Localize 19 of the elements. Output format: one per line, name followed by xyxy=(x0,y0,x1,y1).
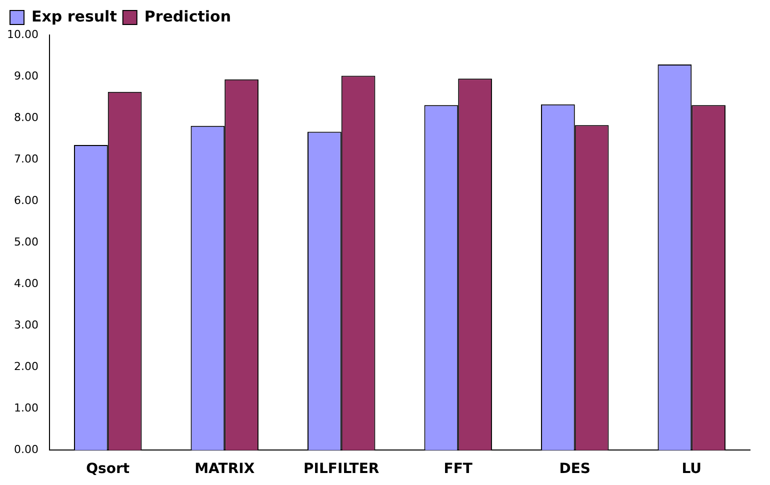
y-tick-label: 8.00 xyxy=(14,110,38,124)
y-tick-label: 1.00 xyxy=(14,402,38,415)
x-tick-label: LU xyxy=(682,461,702,478)
y-tick-label: 4.00 xyxy=(14,276,38,290)
y-tick-label: 5.00 xyxy=(14,235,38,248)
legend-label: Prediction xyxy=(144,7,232,26)
x-tick-label: PILFILTER xyxy=(304,461,380,478)
y-tick-label: 7.00 xyxy=(14,152,38,166)
x-tick-label: DES xyxy=(559,461,591,478)
x-tick-label: FFT xyxy=(444,461,473,478)
y-tick-label: 6.00 xyxy=(14,194,38,207)
y-tick-label: 0.00 xyxy=(14,443,38,456)
legend-label: Exp result xyxy=(32,7,117,26)
y-tick-label: 9.00 xyxy=(14,69,38,82)
y-tick-label: 10.00 xyxy=(6,28,38,41)
x-tick-label: Qsort xyxy=(86,461,130,478)
x-tick-label: MATRIX xyxy=(194,461,255,478)
y-tick-label: 3.00 xyxy=(14,318,38,332)
y-tick-label: 2.00 xyxy=(14,360,38,374)
